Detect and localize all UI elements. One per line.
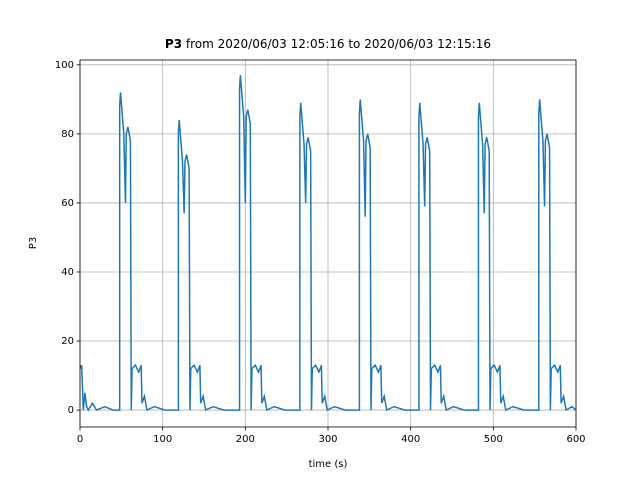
x-tick-label: 400	[401, 434, 420, 445]
y-tick-label: 0	[68, 405, 74, 416]
x-tick-label: 300	[318, 434, 337, 445]
x-tick-label: 600	[566, 434, 585, 445]
title-rest: from 2020/06/03 12:05:16 to 2020/06/03 1…	[186, 37, 491, 51]
y-tick-label: 20	[61, 336, 74, 347]
x-tick-label: 0	[77, 434, 83, 445]
x-tick-label: 100	[153, 434, 172, 445]
plot-frame	[79, 59, 577, 428]
x-axis-label: time (s)	[309, 459, 348, 470]
y-tick-label: 40	[61, 267, 74, 278]
y-tick-label: 80	[61, 129, 74, 140]
y-axis-label: P3	[28, 237, 39, 249]
x-tick-label: 500	[484, 434, 503, 445]
y-tick-label: 60	[61, 198, 74, 209]
x-tick-label: 200	[236, 434, 255, 445]
y-tick-label: 100	[55, 60, 74, 71]
line-series	[79, 75, 577, 412]
chart-title: P3 from 2020/06/03 12:05:16 to 2020/06/0…	[165, 37, 491, 51]
title-bold: P3	[165, 37, 182, 51]
